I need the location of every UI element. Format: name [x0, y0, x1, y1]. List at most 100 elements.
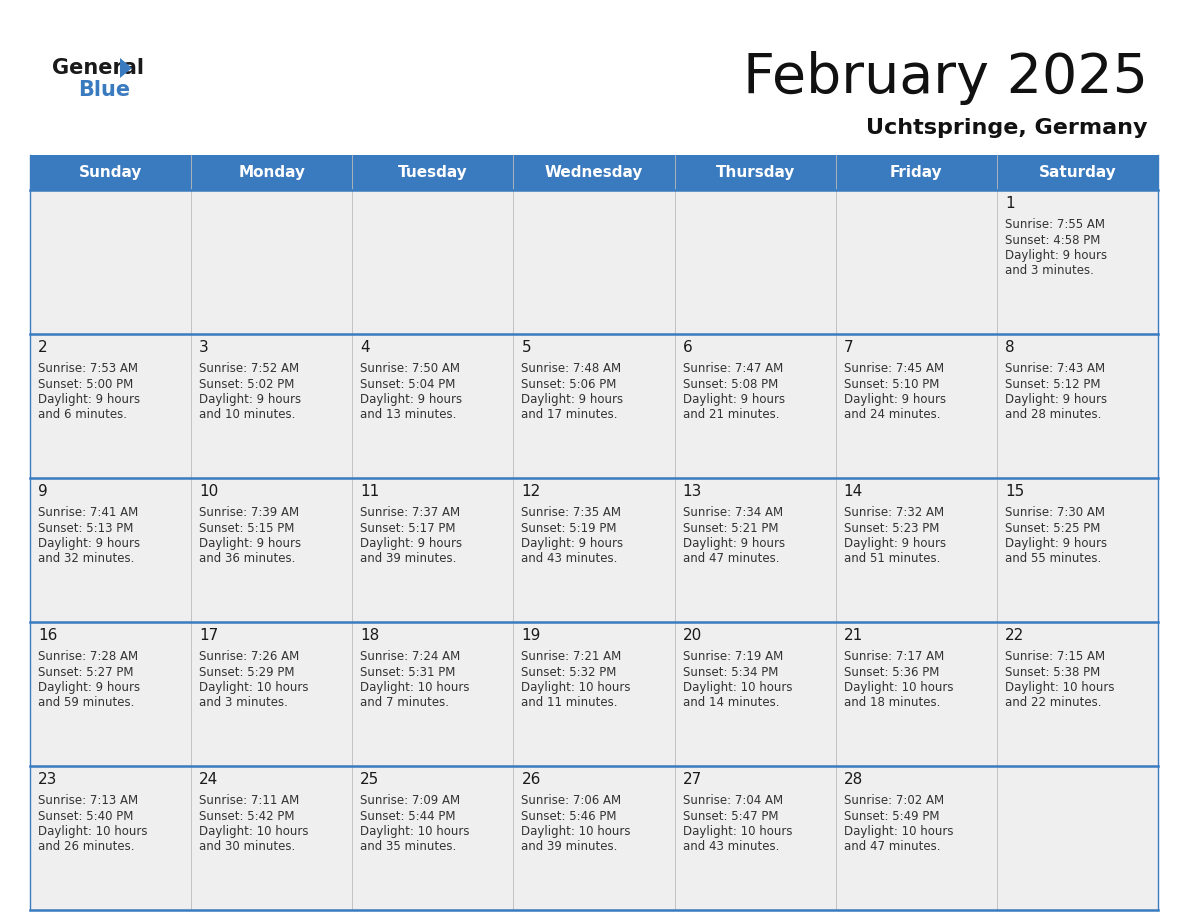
- Text: 17: 17: [200, 628, 219, 643]
- Text: and 11 minutes.: and 11 minutes.: [522, 697, 618, 710]
- Text: Sunset: 5:34 PM: Sunset: 5:34 PM: [683, 666, 778, 678]
- Text: Sunrise: 7:47 AM: Sunrise: 7:47 AM: [683, 362, 783, 375]
- Text: 3: 3: [200, 340, 209, 354]
- Text: Sunset: 5:04 PM: Sunset: 5:04 PM: [360, 377, 456, 390]
- Text: and 51 minutes.: and 51 minutes.: [843, 553, 940, 565]
- Text: and 47 minutes.: and 47 minutes.: [683, 553, 779, 565]
- Text: 22: 22: [1005, 628, 1024, 643]
- Text: Sunrise: 7:06 AM: Sunrise: 7:06 AM: [522, 794, 621, 807]
- Text: and 14 minutes.: and 14 minutes.: [683, 697, 779, 710]
- Text: Sunset: 5:12 PM: Sunset: 5:12 PM: [1005, 377, 1100, 390]
- Text: Daylight: 10 hours: Daylight: 10 hours: [843, 681, 953, 694]
- Text: Sunrise: 7:41 AM: Sunrise: 7:41 AM: [38, 506, 138, 519]
- Text: Sunrise: 7:30 AM: Sunrise: 7:30 AM: [1005, 506, 1105, 519]
- Text: Sunset: 5:08 PM: Sunset: 5:08 PM: [683, 377, 778, 390]
- Text: Sunday: Sunday: [78, 165, 143, 180]
- Text: 25: 25: [360, 771, 379, 787]
- Text: and 59 minutes.: and 59 minutes.: [38, 697, 134, 710]
- Text: Daylight: 10 hours: Daylight: 10 hours: [1005, 681, 1114, 694]
- Text: Sunset: 5:46 PM: Sunset: 5:46 PM: [522, 810, 617, 823]
- Bar: [30, 766, 1158, 910]
- Text: Sunrise: 7:11 AM: Sunrise: 7:11 AM: [200, 794, 299, 807]
- Text: Sunset: 5:06 PM: Sunset: 5:06 PM: [522, 377, 617, 390]
- Text: 2: 2: [38, 340, 48, 354]
- Polygon shape: [120, 58, 132, 78]
- Text: 24: 24: [200, 771, 219, 787]
- Text: and 36 minutes.: and 36 minutes.: [200, 553, 296, 565]
- Text: February 2025: February 2025: [742, 51, 1148, 105]
- Text: Sunrise: 7:52 AM: Sunrise: 7:52 AM: [200, 362, 299, 375]
- Text: Sunset: 5:38 PM: Sunset: 5:38 PM: [1005, 666, 1100, 678]
- Text: Sunset: 5:31 PM: Sunset: 5:31 PM: [360, 666, 456, 678]
- Bar: [30, 155, 1158, 190]
- Text: Tuesday: Tuesday: [398, 165, 468, 180]
- Text: Daylight: 9 hours: Daylight: 9 hours: [360, 537, 462, 550]
- Text: 11: 11: [360, 484, 379, 498]
- Text: Sunrise: 7:19 AM: Sunrise: 7:19 AM: [683, 650, 783, 663]
- Text: Wednesday: Wednesday: [545, 165, 643, 180]
- Text: Sunset: 5:17 PM: Sunset: 5:17 PM: [360, 521, 456, 534]
- Text: Sunrise: 7:21 AM: Sunrise: 7:21 AM: [522, 650, 621, 663]
- Text: Daylight: 9 hours: Daylight: 9 hours: [360, 393, 462, 406]
- Text: 9: 9: [38, 484, 48, 498]
- Text: Daylight: 10 hours: Daylight: 10 hours: [843, 825, 953, 838]
- Bar: [30, 622, 1158, 766]
- Text: Daylight: 10 hours: Daylight: 10 hours: [683, 825, 792, 838]
- Bar: [30, 334, 1158, 478]
- Text: Sunset: 5:25 PM: Sunset: 5:25 PM: [1005, 521, 1100, 534]
- Text: Sunset: 5:00 PM: Sunset: 5:00 PM: [38, 377, 133, 390]
- Text: and 18 minutes.: and 18 minutes.: [843, 697, 940, 710]
- Text: and 35 minutes.: and 35 minutes.: [360, 841, 456, 854]
- Text: Sunset: 5:29 PM: Sunset: 5:29 PM: [200, 666, 295, 678]
- Text: and 22 minutes.: and 22 minutes.: [1005, 697, 1101, 710]
- Text: Daylight: 9 hours: Daylight: 9 hours: [843, 537, 946, 550]
- Bar: [30, 478, 1158, 622]
- Text: and 43 minutes.: and 43 minutes.: [522, 553, 618, 565]
- Text: Sunrise: 7:37 AM: Sunrise: 7:37 AM: [360, 506, 461, 519]
- Text: Saturday: Saturday: [1038, 165, 1117, 180]
- Text: 26: 26: [522, 771, 541, 787]
- Text: 15: 15: [1005, 484, 1024, 498]
- Text: Monday: Monday: [239, 165, 305, 180]
- Text: and 6 minutes.: and 6 minutes.: [38, 409, 127, 421]
- Text: Sunrise: 7:09 AM: Sunrise: 7:09 AM: [360, 794, 461, 807]
- Text: Sunrise: 7:02 AM: Sunrise: 7:02 AM: [843, 794, 943, 807]
- Text: Sunrise: 7:35 AM: Sunrise: 7:35 AM: [522, 506, 621, 519]
- Text: Daylight: 10 hours: Daylight: 10 hours: [360, 825, 469, 838]
- Text: Daylight: 10 hours: Daylight: 10 hours: [200, 825, 309, 838]
- Text: and 43 minutes.: and 43 minutes.: [683, 841, 779, 854]
- Text: Sunset: 5:19 PM: Sunset: 5:19 PM: [522, 521, 617, 534]
- Text: Daylight: 9 hours: Daylight: 9 hours: [200, 393, 302, 406]
- Text: and 26 minutes.: and 26 minutes.: [38, 841, 134, 854]
- Text: Daylight: 9 hours: Daylight: 9 hours: [1005, 249, 1107, 262]
- Text: Sunrise: 7:04 AM: Sunrise: 7:04 AM: [683, 794, 783, 807]
- Text: Daylight: 9 hours: Daylight: 9 hours: [522, 537, 624, 550]
- Text: Daylight: 9 hours: Daylight: 9 hours: [522, 393, 624, 406]
- Text: 4: 4: [360, 340, 369, 354]
- Text: Daylight: 10 hours: Daylight: 10 hours: [522, 825, 631, 838]
- Text: Sunset: 5:23 PM: Sunset: 5:23 PM: [843, 521, 939, 534]
- Text: Daylight: 10 hours: Daylight: 10 hours: [38, 825, 147, 838]
- Text: Sunset: 4:58 PM: Sunset: 4:58 PM: [1005, 233, 1100, 247]
- Text: Sunrise: 7:26 AM: Sunrise: 7:26 AM: [200, 650, 299, 663]
- Text: 7: 7: [843, 340, 853, 354]
- Text: 23: 23: [38, 771, 57, 787]
- Text: Daylight: 10 hours: Daylight: 10 hours: [522, 681, 631, 694]
- Text: 21: 21: [843, 628, 862, 643]
- Text: Friday: Friday: [890, 165, 942, 180]
- Text: and 32 minutes.: and 32 minutes.: [38, 553, 134, 565]
- Text: Sunset: 5:32 PM: Sunset: 5:32 PM: [522, 666, 617, 678]
- Text: Sunset: 5:10 PM: Sunset: 5:10 PM: [843, 377, 939, 390]
- Text: and 28 minutes.: and 28 minutes.: [1005, 409, 1101, 421]
- Text: 28: 28: [843, 771, 862, 787]
- Text: Daylight: 9 hours: Daylight: 9 hours: [38, 393, 140, 406]
- Text: and 47 minutes.: and 47 minutes.: [843, 841, 940, 854]
- Text: Sunset: 5:21 PM: Sunset: 5:21 PM: [683, 521, 778, 534]
- Text: Sunset: 5:47 PM: Sunset: 5:47 PM: [683, 810, 778, 823]
- Text: 1: 1: [1005, 196, 1015, 210]
- Text: 16: 16: [38, 628, 57, 643]
- Text: 6: 6: [683, 340, 693, 354]
- Text: Daylight: 10 hours: Daylight: 10 hours: [360, 681, 469, 694]
- Text: 27: 27: [683, 771, 702, 787]
- Bar: [30, 190, 1158, 334]
